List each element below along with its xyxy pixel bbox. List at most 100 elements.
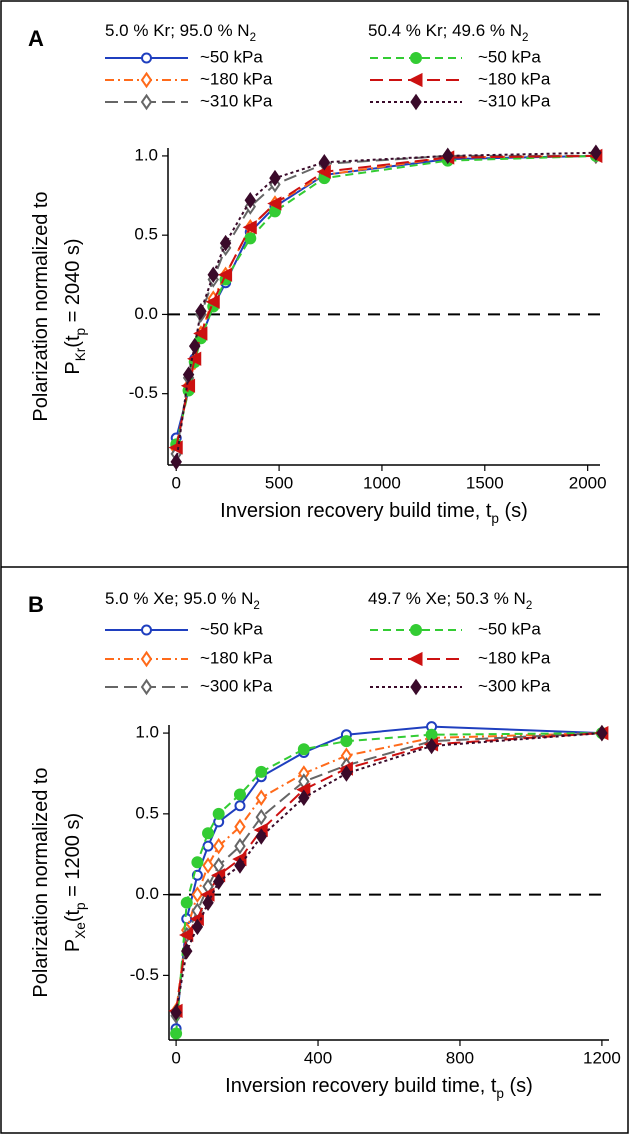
data-point: [191, 886, 204, 903]
x-tick-label: 0: [171, 1048, 180, 1067]
legend-heading-part: 49.7 % Xe; 50.3 % N: [368, 589, 526, 608]
data-point: [340, 765, 353, 782]
data-point: [191, 918, 204, 936]
data-point: [187, 351, 202, 366]
y-tick-label: 0.5: [134, 225, 158, 244]
data-point: [590, 144, 602, 162]
data-point: [202, 840, 214, 852]
data-point: [205, 294, 220, 309]
x-tick-label: 1500: [466, 473, 504, 492]
legend-label: ~50 kPa: [478, 619, 541, 638]
legend-marker: [410, 52, 422, 64]
data-point: [244, 232, 257, 245]
legend-heading-part: 50.4 % Kr; 49.6 % N: [368, 21, 522, 40]
data-point: [596, 724, 608, 742]
y-axis-label-part: (t: [62, 909, 84, 922]
y-axis-label-part: = 2040 s): [62, 238, 84, 328]
y-axis-label-sub: p: [73, 902, 88, 910]
legend-heading: 50.4 % Kr; 49.6 % N2: [368, 21, 528, 44]
data-point: [234, 857, 246, 874]
legend-marker: [140, 71, 153, 89]
legend-label: ~50 kPa: [200, 619, 263, 638]
legend-label: ~180 kPa: [200, 648, 273, 667]
data-point: [193, 326, 208, 341]
data-point: [219, 234, 232, 252]
legend-heading-part: 5.0 % Xe; 95.0 % N: [105, 589, 253, 608]
data-point: [244, 192, 257, 209]
x-axis-label-part: Inversion recovery build time, t: [220, 500, 492, 522]
data-point: [269, 169, 281, 187]
y-axis-label: PXe(tp = 1200 s): [62, 813, 88, 952]
data-point: [202, 857, 214, 874]
x-tick-label: 500: [265, 473, 293, 492]
series-line: [175, 154, 596, 455]
panel-label: A: [28, 26, 44, 51]
series-line: [175, 154, 596, 439]
legend-heading: 5.0 % Xe; 95.0 % N2: [105, 589, 260, 612]
y-axis-label-sub: Kr: [73, 347, 88, 361]
y-axis-label-sub: Xe: [73, 922, 88, 939]
y-tick-label: 0.0: [134, 304, 158, 323]
data-point: [425, 737, 438, 755]
data-point: [170, 453, 182, 471]
legend-label: ~180 kPa: [478, 69, 551, 88]
data-point: [233, 788, 246, 801]
legend-marker: [410, 678, 422, 696]
data-point: [234, 800, 246, 812]
data-point: [442, 147, 454, 165]
data-point: [202, 827, 215, 840]
series-line: [175, 154, 596, 445]
y-axis-label-part: = 1200 s): [62, 813, 84, 903]
legend-heading-sub: 2: [522, 32, 528, 44]
legend-label: ~300 kPa: [200, 676, 273, 695]
data-point: [297, 743, 310, 756]
x-axis-label: Inversion recovery build time, tp (s): [220, 500, 528, 526]
y-tick-label: 0.0: [135, 884, 159, 903]
data-point: [212, 837, 225, 855]
series-line: [175, 732, 602, 1013]
data-point: [255, 828, 267, 845]
series-line: [175, 732, 602, 1034]
legend-marker: [141, 52, 152, 64]
data-point: [195, 302, 207, 320]
legend-heading-sub: 2: [250, 32, 256, 44]
data-point: [180, 378, 196, 393]
series-line: [175, 154, 596, 448]
panel-label: B: [28, 592, 44, 617]
legend-heading-sub: 2: [253, 600, 259, 612]
series-line: [175, 151, 596, 462]
y-axis-label: PKr(tp = 2040 s): [62, 238, 88, 374]
data-point: [340, 735, 353, 748]
series-line: [175, 732, 602, 1016]
x-tick-label: 800: [446, 1048, 474, 1067]
data-point: [182, 366, 195, 383]
data-point: [242, 220, 257, 235]
legend-marker: [141, 624, 152, 636]
x-tick-label: 400: [304, 1048, 332, 1067]
legend-label: ~300 kPa: [478, 676, 551, 695]
legend-marker: [140, 678, 153, 696]
series-line: [175, 725, 602, 1029]
y-tick-label: -0.5: [129, 383, 158, 402]
data-point: [267, 196, 282, 211]
data-point: [255, 765, 268, 778]
y-axis-label: Polarization normalized to: [30, 767, 52, 997]
data-point: [298, 789, 310, 806]
data-point: [170, 1004, 182, 1021]
data-point: [212, 807, 225, 820]
legend-label: ~50 kPa: [200, 47, 263, 66]
legend-marker: [408, 651, 423, 667]
data-point: [179, 927, 194, 943]
legend-label: ~310 kPa: [478, 91, 551, 110]
x-axis-label-part: (s): [504, 1075, 533, 1097]
legend-heading: 49.7 % Xe; 50.3 % N2: [368, 589, 532, 612]
x-axis-label-part: (s): [499, 500, 528, 522]
legend-label: ~310 kPa: [200, 91, 273, 110]
y-axis-label-part: P: [62, 939, 84, 952]
data-point: [180, 896, 193, 909]
legend-marker: [140, 93, 153, 111]
y-axis-label-part: Polarization normalized to: [30, 767, 52, 997]
legend-heading-part: 5.0 % Kr; 95.0 % N: [105, 21, 250, 40]
series-line: [175, 154, 596, 450]
y-axis-label-part: (t: [62, 335, 84, 348]
